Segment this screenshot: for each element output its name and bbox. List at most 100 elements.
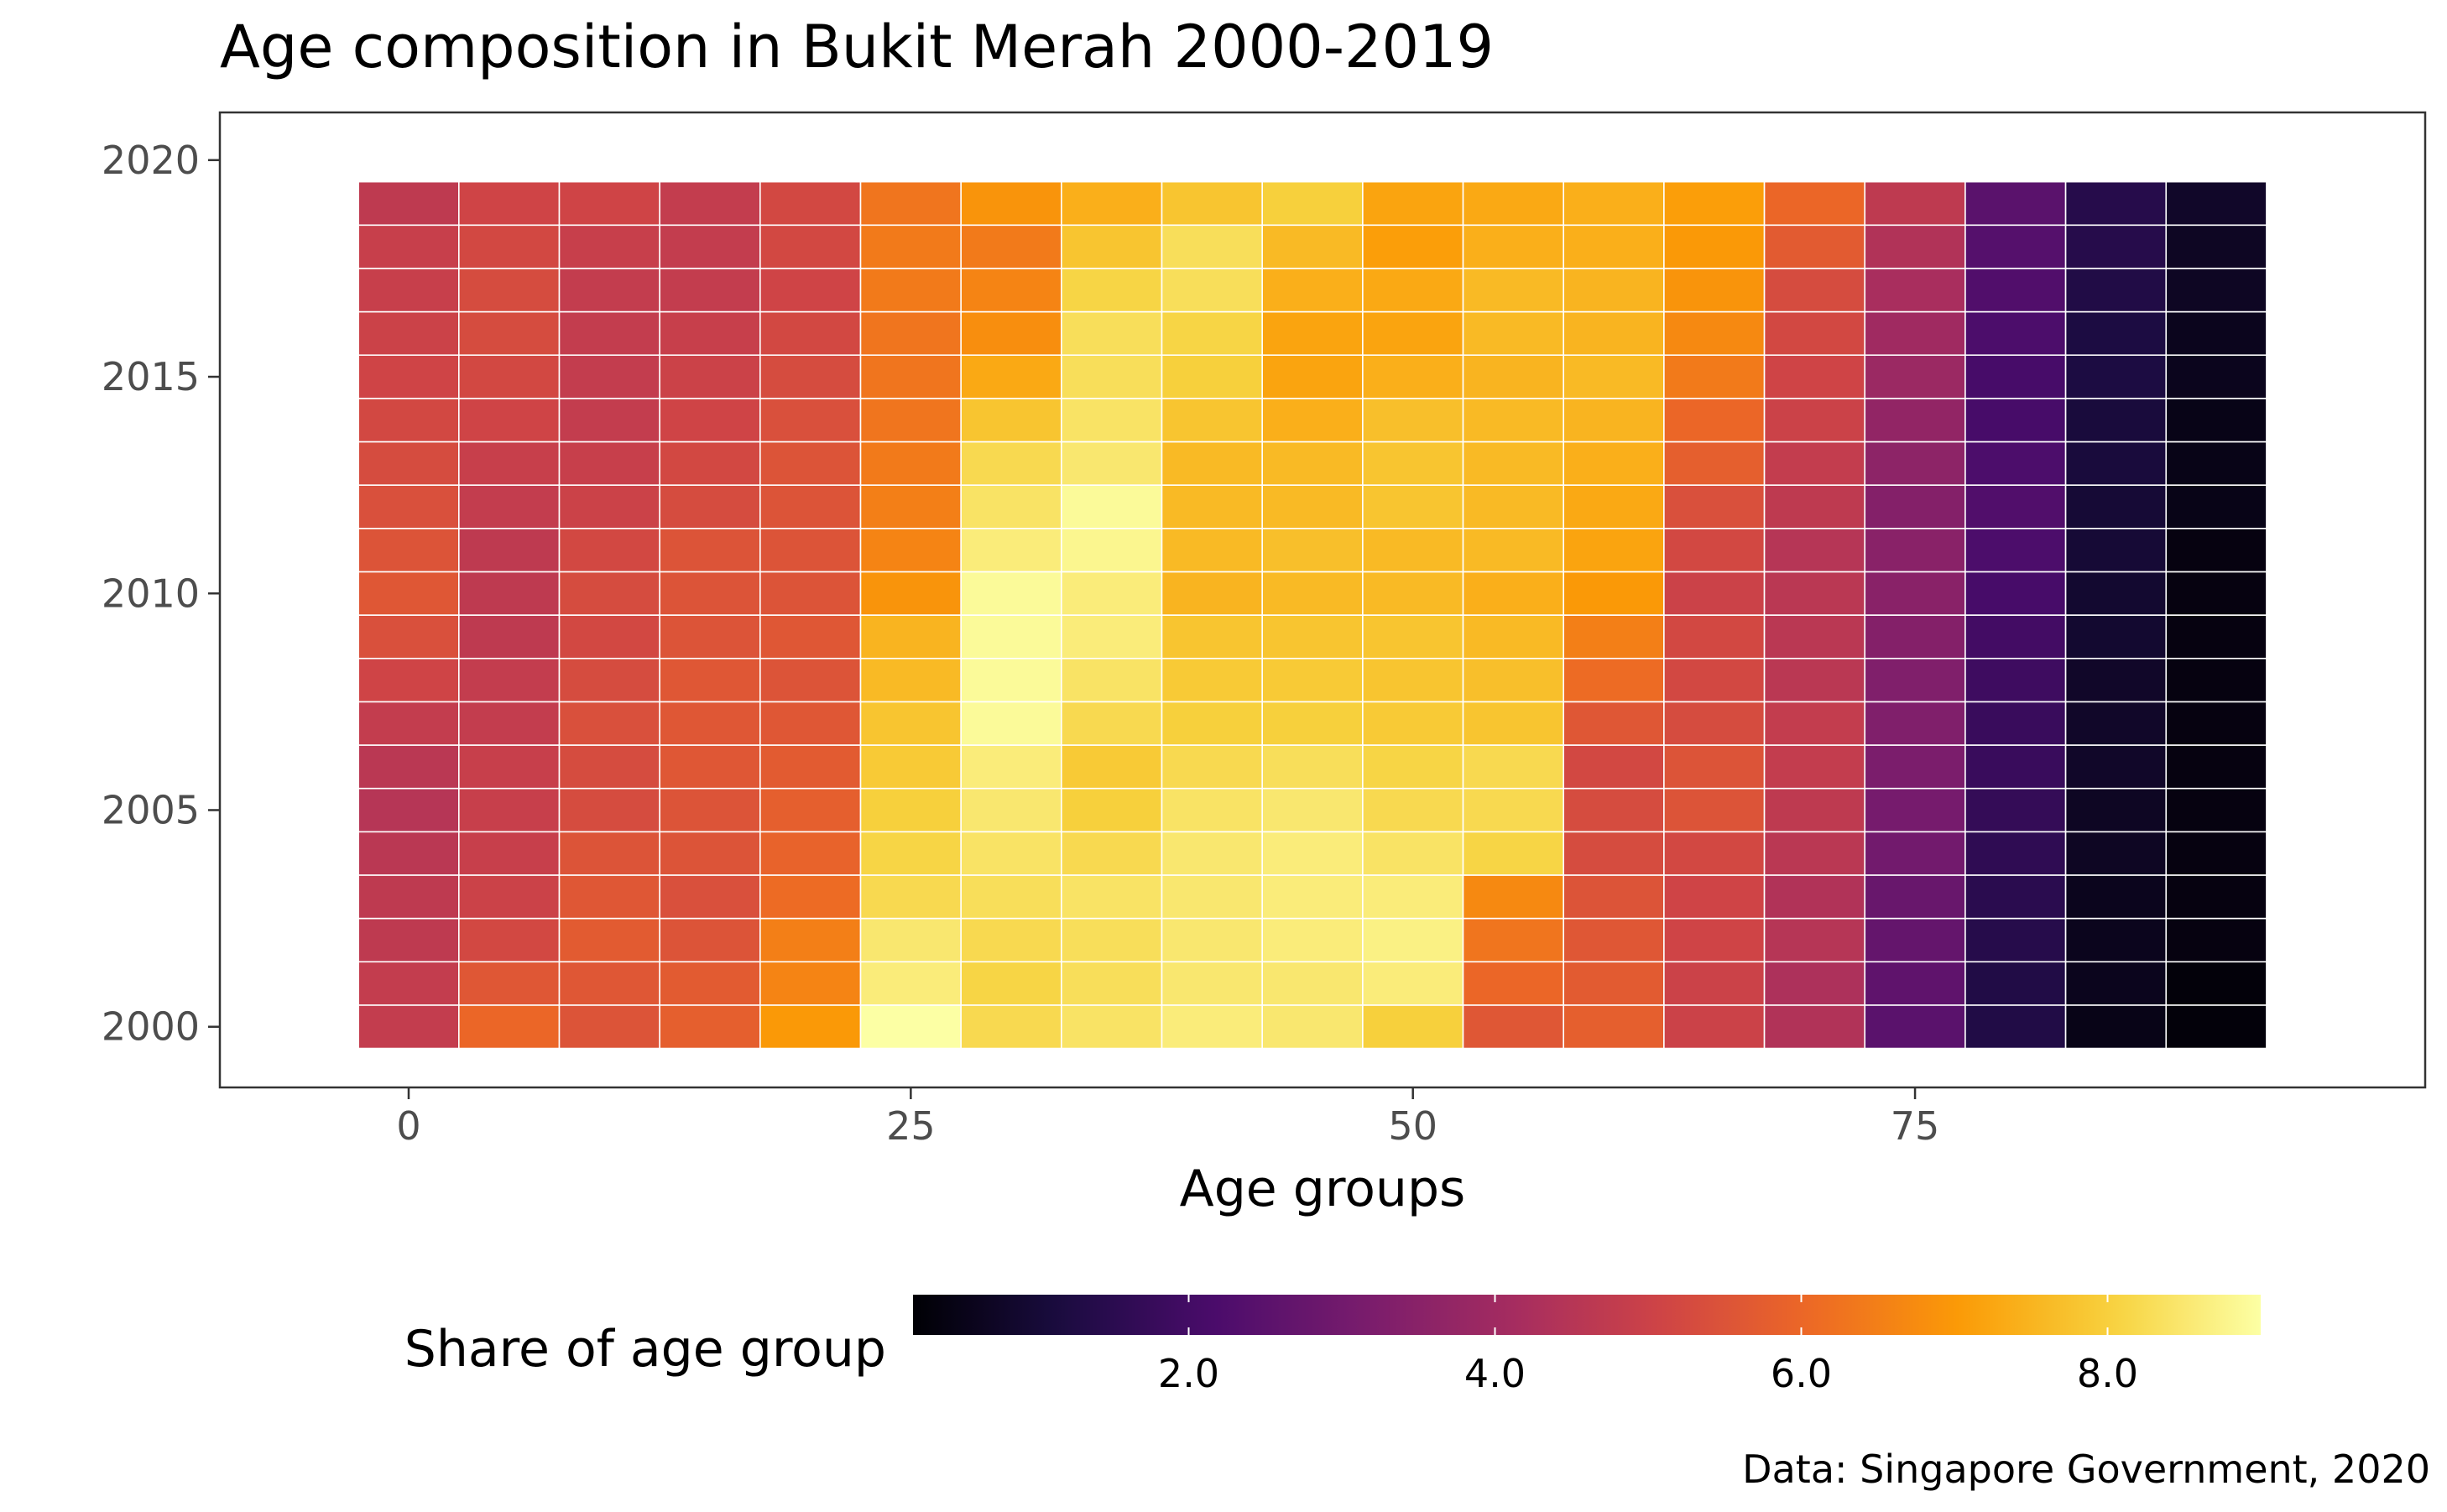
heatmap-tile	[1763, 484, 1866, 529]
heatmap-tile	[1362, 701, 1464, 746]
heatmap-tile	[1763, 441, 1866, 486]
heatmap-tile	[1261, 874, 1364, 920]
heatmap-tile	[1663, 224, 1766, 269]
heatmap-tile	[960, 527, 1062, 573]
heatmap-tile	[2064, 874, 2168, 920]
heatmap-tile	[1362, 874, 1464, 920]
heatmap-tile	[2064, 614, 2168, 660]
heatmap-tile	[1964, 310, 2067, 357]
heatmap-tile	[458, 441, 561, 486]
heatmap-tile	[1362, 614, 1464, 660]
heatmap-tile	[1362, 180, 1464, 227]
heatmap-tile	[1563, 310, 1665, 357]
heatmap-tile	[2064, 831, 2168, 876]
heatmap-tile	[1462, 961, 1565, 1006]
heatmap-tile	[558, 224, 660, 269]
heatmap-tile	[458, 1004, 561, 1050]
heatmap-tile	[2064, 787, 2168, 833]
heatmap-tile	[357, 224, 460, 269]
heatmap-tile	[960, 484, 1062, 529]
heatmap-tile	[759, 571, 862, 616]
heatmap-tile	[1864, 701, 1966, 746]
heatmap-tile	[458, 874, 561, 920]
heatmap-tile	[357, 787, 460, 833]
heatmap-tile	[859, 571, 962, 616]
heatmap-tile	[1964, 224, 2067, 269]
heatmap-tile	[1964, 701, 2067, 746]
heatmap-tile	[1161, 527, 1263, 573]
heatmap-tile	[2165, 874, 2267, 920]
heatmap-tile	[2064, 354, 2168, 399]
heatmap-tile	[1763, 614, 1866, 660]
heatmap-tile	[659, 527, 761, 573]
x-axis: 0 25 50 75	[396, 1087, 1939, 1149]
heatmap-tile	[659, 744, 761, 790]
heatmap-tile	[759, 527, 862, 573]
heatmap-tile	[1964, 874, 2067, 920]
heatmap-tile	[2165, 441, 2267, 486]
heatmap-tile	[1261, 744, 1364, 790]
heatmap-tile	[1161, 787, 1263, 833]
heatmap-tile	[558, 354, 660, 399]
heatmap-tile	[2064, 1004, 2168, 1050]
heatmap-tile	[458, 917, 561, 963]
heatmap-tile	[960, 310, 1062, 357]
heatmap-tile	[2064, 398, 2168, 443]
heatmap-tile	[960, 441, 1062, 486]
heatmap-tile	[859, 484, 962, 529]
heatmap-tile	[960, 961, 1062, 1006]
heatmap-tile	[859, 701, 962, 746]
heatmap-tile	[659, 614, 761, 660]
heatmap-tile	[1362, 917, 1464, 963]
heatmap-tile	[659, 1004, 761, 1050]
heatmap-tile	[558, 614, 660, 660]
heatmap-tile	[1663, 701, 1766, 746]
heatmap-tile	[357, 398, 460, 443]
heatmap-tile	[1362, 1004, 1464, 1050]
x-tick-label: 0	[396, 1103, 420, 1149]
heatmap-tile	[1663, 484, 1766, 529]
chart-title: Age composition in Bukit Merah 2000-2019	[220, 13, 1494, 81]
heatmap-tile	[759, 180, 862, 227]
heatmap-tile	[1763, 831, 1866, 876]
heatmap-tile	[357, 180, 460, 227]
heatmap-tile	[1061, 614, 1163, 660]
heatmap-tile	[1864, 527, 1966, 573]
heatmap-tile	[458, 224, 561, 269]
heatmap-tiles	[357, 180, 2267, 1050]
legend-colorbar	[913, 1295, 2261, 1335]
heatmap-tile	[558, 484, 660, 529]
heatmap-tile	[960, 224, 1062, 269]
heatmap-tile	[1362, 961, 1464, 1006]
heatmap-tile	[859, 398, 962, 443]
heatmap-tile	[1563, 398, 1665, 443]
heatmap-tile	[759, 268, 862, 313]
heatmap-tile	[1161, 224, 1263, 269]
heatmap-tile	[1161, 961, 1263, 1006]
heatmap-tile	[1061, 961, 1163, 1006]
heatmap-tile	[759, 831, 862, 876]
heatmap-tile	[1462, 268, 1565, 313]
heatmap-tile	[357, 831, 460, 876]
heatmap-tile	[2165, 484, 2267, 529]
heatmap-tile	[1663, 398, 1766, 443]
heatmap-tile	[1864, 354, 1966, 399]
heatmap-tile	[1964, 571, 2067, 616]
heatmap-tile	[1061, 527, 1163, 573]
x-tick-label: 50	[1388, 1103, 1437, 1149]
heatmap-tile	[659, 441, 761, 486]
heatmap-tile	[759, 1004, 862, 1050]
heatmap-tile	[1061, 874, 1163, 920]
heatmap-tile	[1261, 484, 1364, 529]
y-tick-label: 2020	[102, 138, 200, 183]
heatmap-tile	[859, 527, 962, 573]
heatmap-tile	[2064, 310, 2168, 357]
heatmap-tile	[1964, 354, 2067, 399]
heatmap-tile	[1563, 787, 1665, 833]
heatmap-tile	[458, 398, 561, 443]
heatmap-tile	[1563, 831, 1665, 876]
heatmap-tile	[1462, 527, 1565, 573]
legend-tick-label: 6.0	[1771, 1351, 1832, 1396]
heatmap-tile	[659, 268, 761, 313]
